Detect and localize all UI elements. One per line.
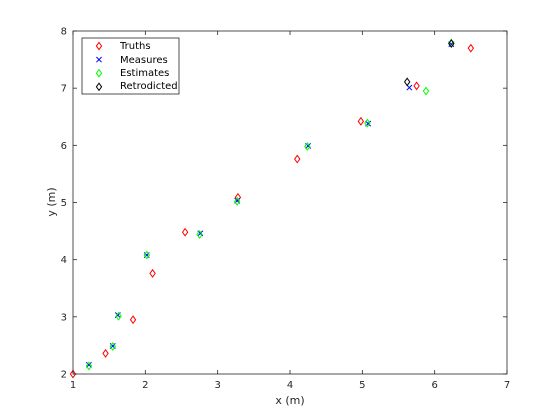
y-tick-label: 2 [61, 370, 67, 381]
legend: Truths Measures Estimates Retrodicted [81, 37, 180, 95]
legend-symbol-truths [95, 41, 103, 51]
x-tick-label: 7 [504, 380, 510, 391]
x-axis-label: x (m) [275, 394, 304, 407]
series-retrodicted [403, 39, 455, 87]
legend-symbol-estimates [95, 68, 103, 78]
data-point-estimates [364, 118, 371, 128]
data-point-estimates [109, 342, 116, 352]
y-tick-label: 4 [61, 255, 67, 266]
x-tick-label: 6 [431, 380, 437, 391]
data-point-estimates [143, 250, 150, 260]
y-tick-label: 7 [61, 84, 67, 95]
legend-label-measures: Measures [120, 55, 168, 66]
legend-label-estimates: Estimates [120, 68, 169, 79]
data-point-estimates [233, 196, 241, 206]
legend-label-retrodicted: Retrodicted [120, 81, 178, 92]
series-truths [69, 43, 475, 379]
y-axis-label: y (m) [45, 187, 58, 216]
x-tick-label: 4 [287, 380, 293, 391]
axes-frame [72, 30, 508, 375]
legend-item-retrodicted: Retrodicted [95, 81, 178, 92]
legend-item-measures: Measures [96, 55, 168, 66]
x-tick-label: 3 [214, 380, 220, 391]
data-point-estimates [304, 142, 311, 151]
legend-symbol-retrodicted [95, 82, 103, 92]
legend-marker-estimates [95, 68, 103, 78]
legend-marker-retrodicted [95, 82, 103, 92]
data-point-truths [129, 315, 137, 325]
legend-item-truths: Truths [95, 41, 151, 52]
legend-item-estimates: Estimates [95, 68, 169, 79]
legend-marker-measures [96, 56, 102, 63]
y-tick-label: 8 [61, 27, 67, 38]
data-point-truths [102, 348, 109, 358]
legend-label-truths: Truths [119, 41, 151, 52]
data-point-truths [69, 369, 77, 379]
legend-marker-truths [95, 41, 103, 51]
x-tick-label: 1 [70, 380, 76, 391]
data-point-truths [357, 116, 365, 126]
data-point-estimates [115, 311, 122, 321]
legend-symbol-measures [96, 56, 102, 63]
data-point-truths [181, 227, 189, 237]
data-point-truths [413, 81, 420, 91]
data-point-estimates [196, 230, 203, 239]
data-point-retrodicted [403, 77, 411, 87]
data-point-retrodicted [448, 39, 455, 49]
data-point-estimates [85, 361, 93, 371]
data-point-truths [294, 154, 301, 164]
x-tick-label: 2 [142, 380, 148, 391]
y-tick-label: 6 [61, 141, 67, 152]
data-point-truths [149, 268, 156, 278]
x-tick-label: 5 [359, 380, 365, 391]
data-point-estimates [422, 86, 430, 96]
y-tick-label: 5 [61, 198, 67, 209]
y-tick-label: 3 [61, 312, 67, 323]
data-point-measures [406, 84, 413, 91]
data-point-truths [467, 43, 475, 53]
